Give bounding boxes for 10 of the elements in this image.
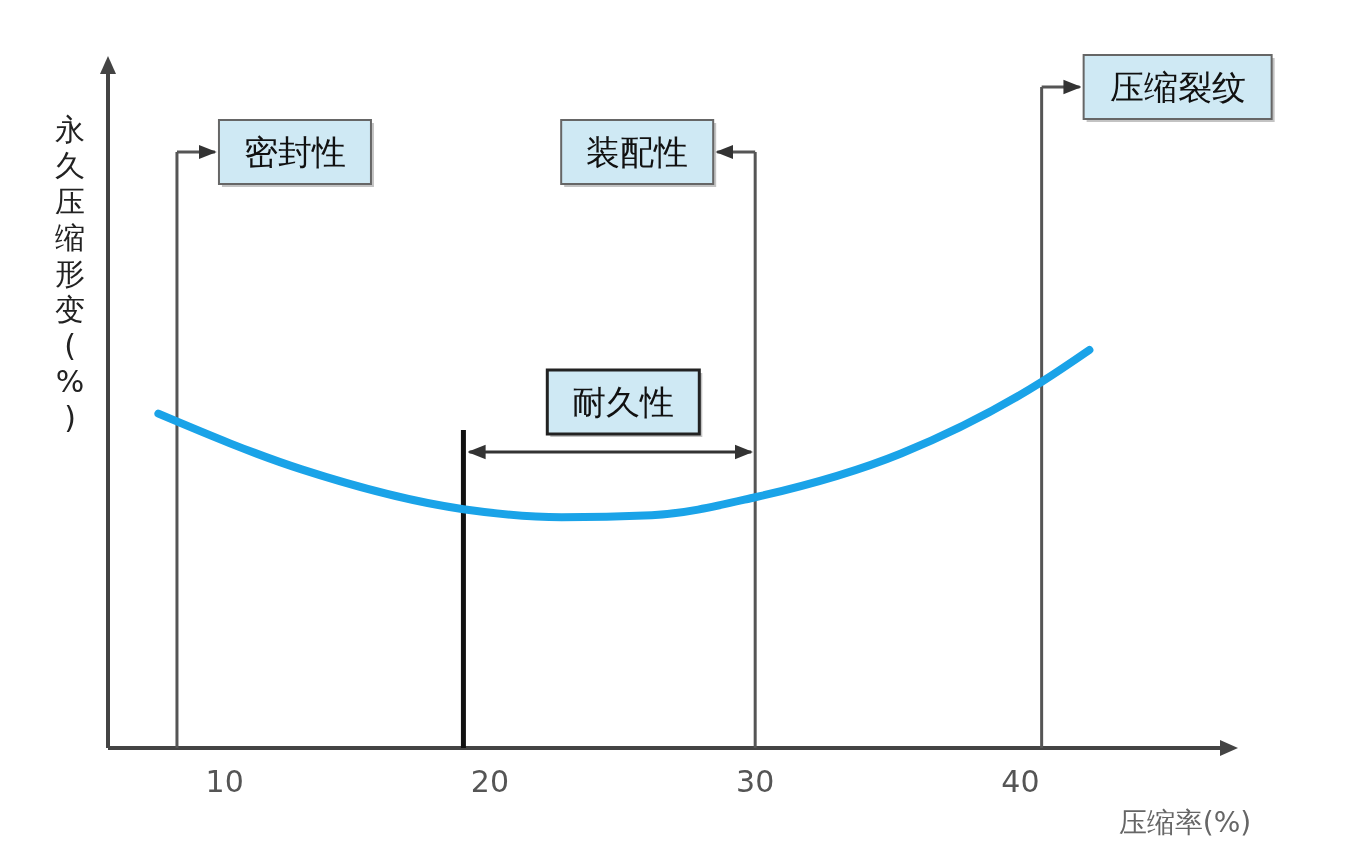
ref-line-label: 密封性 (243, 132, 346, 172)
x-axis-title: 压缩率(%) (1118, 806, 1252, 839)
ref-line-label: 压缩裂纹 (1109, 67, 1246, 107)
x-tick-label: 20 (470, 764, 510, 799)
annotation: 耐久性 (572, 382, 675, 422)
text: 永久压缩形变(%) (55, 112, 85, 435)
x-tick-label: 30 (736, 764, 775, 799)
ref-line-label: 装配性 (586, 132, 689, 172)
x-tick-label: 40 (1001, 764, 1040, 799)
x-tick-label: 10 (205, 764, 244, 799)
